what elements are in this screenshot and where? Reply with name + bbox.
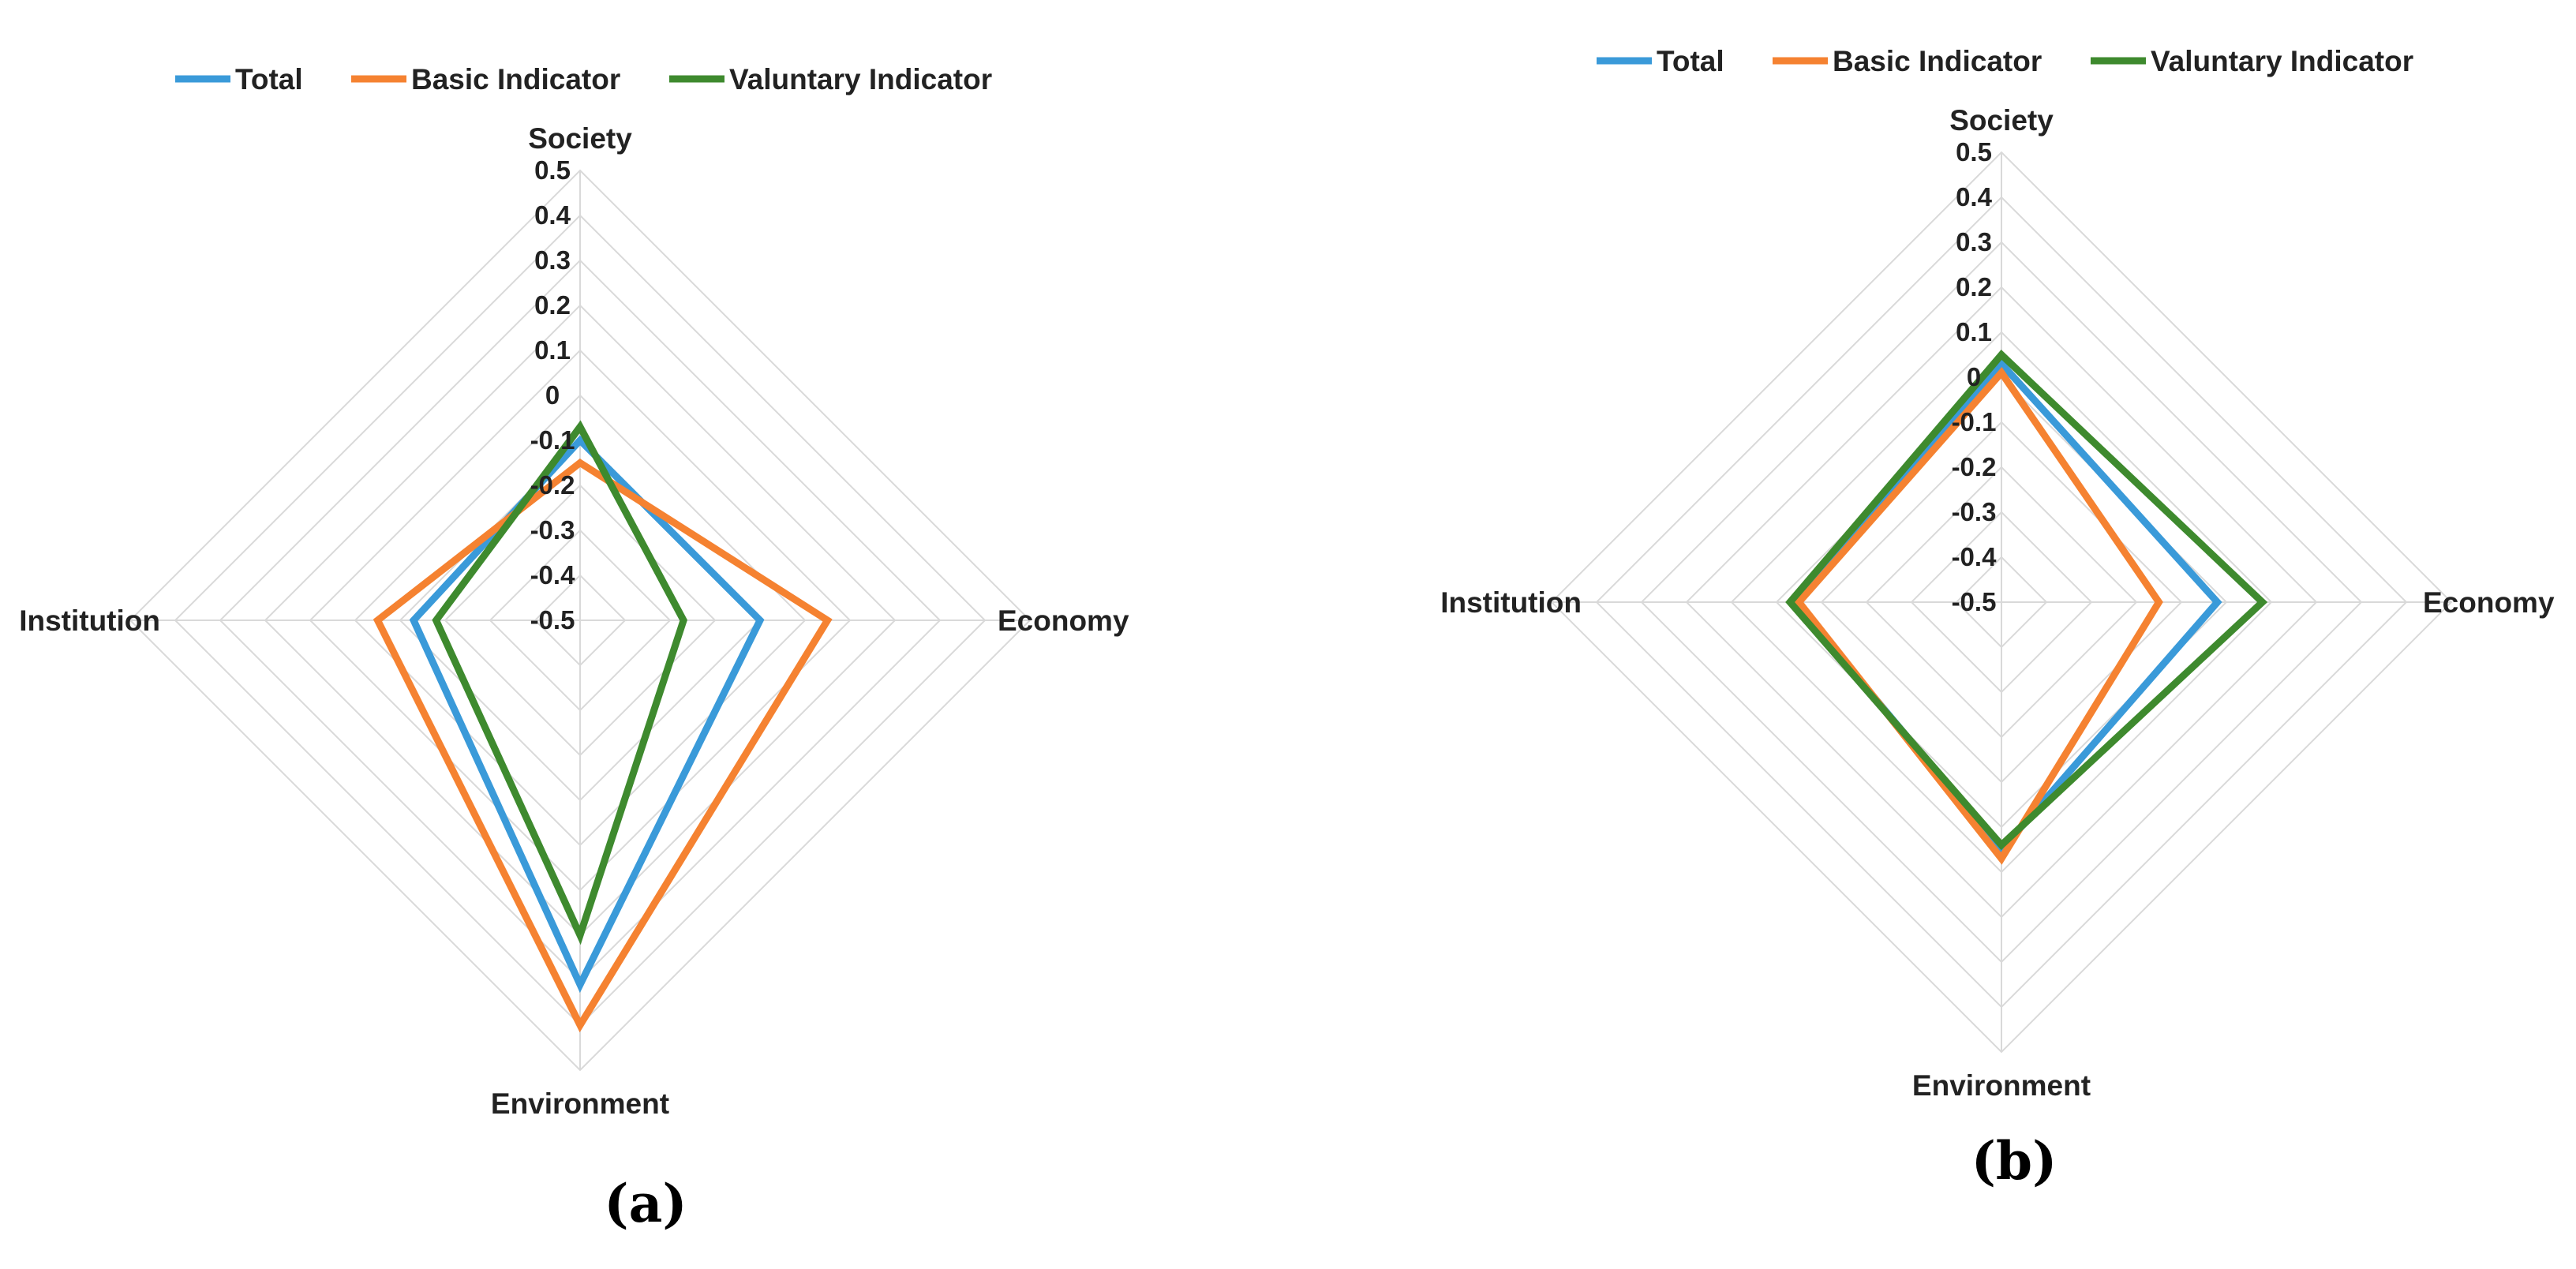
panel-label: (a): [604, 1173, 687, 1234]
tick-label: 0.4: [534, 200, 571, 230]
axis-label-society: Society: [1949, 104, 2054, 137]
tick-label: -0.3: [1952, 497, 1997, 526]
tick-label: 0.2: [534, 290, 571, 320]
tick-label: 0.3: [1956, 227, 1992, 256]
tick-label: -0.4: [530, 560, 576, 590]
legend-label-basic-indicator: Basic Indicator: [411, 63, 620, 95]
legend-label-valuntary-indicator: Valuntary Indicator: [2151, 45, 2413, 77]
legend-label-total: Total: [235, 63, 303, 95]
series-line-total: [409, 435, 765, 994]
legend-label-valuntary-indicator: Valuntary Indicator: [729, 63, 992, 95]
tick-label: 0.1: [534, 335, 571, 365]
series-line-valuntary-indicator: [1785, 349, 2268, 851]
series-line-basic-indicator: [1794, 366, 2163, 865]
tick-label: 0.2: [1956, 272, 1992, 301]
tick-label: 0: [1967, 362, 1981, 391]
axis-label-institution: Institution: [19, 605, 160, 637]
axis-label-environment: Environment: [1912, 1069, 2091, 1102]
tick-label: -0.5: [530, 605, 575, 634]
tick-label: -0.1: [530, 425, 575, 455]
legend-label-basic-indicator: Basic Indicator: [1833, 45, 2042, 77]
axis-label-society: Society: [528, 122, 632, 155]
panel-label: (b): [1971, 1130, 2057, 1192]
tick-label: -0.2: [530, 470, 575, 500]
tick-label: 0.4: [1956, 182, 1993, 212]
tick-label: -0.2: [1952, 452, 1997, 481]
tick-label: 0: [545, 380, 560, 410]
tick-label: 0.1: [1956, 317, 1992, 346]
radar-chart-a: 0.5 0.4 0.3 0.2 0.1 0 -0.1 -0.2 -0.3 -0.4 -0.5 Soci…: [19, 63, 1129, 1234]
axis-label-institution: Institution: [1440, 586, 1582, 619]
series-line-valuntary-indicator: [432, 420, 687, 945]
tick-label: -0.3: [530, 515, 575, 545]
legend-label-total: Total: [1657, 45, 1724, 77]
series-line-basic-indicator: [373, 459, 833, 1033]
axis-label-economy: Economy: [2423, 586, 2555, 619]
axis-label-environment: Environment: [491, 1087, 669, 1120]
tick-label: -0.4: [1952, 542, 1998, 571]
tick-label: -0.1: [1952, 407, 1997, 436]
axis-label-economy: Economy: [998, 605, 1129, 637]
tick-label: 0.3: [534, 245, 571, 275]
tick-label: -0.5: [1952, 587, 1997, 616]
tick-label: 0.5: [1956, 137, 1992, 167]
radar-chart-b: 0.5 0.4 0.3 0.2 0.1 0 -0.1 -0.2 -0.3 -0.4 -0.5 Soci…: [1440, 45, 2555, 1192]
tick-label: 0.5: [534, 155, 571, 185]
